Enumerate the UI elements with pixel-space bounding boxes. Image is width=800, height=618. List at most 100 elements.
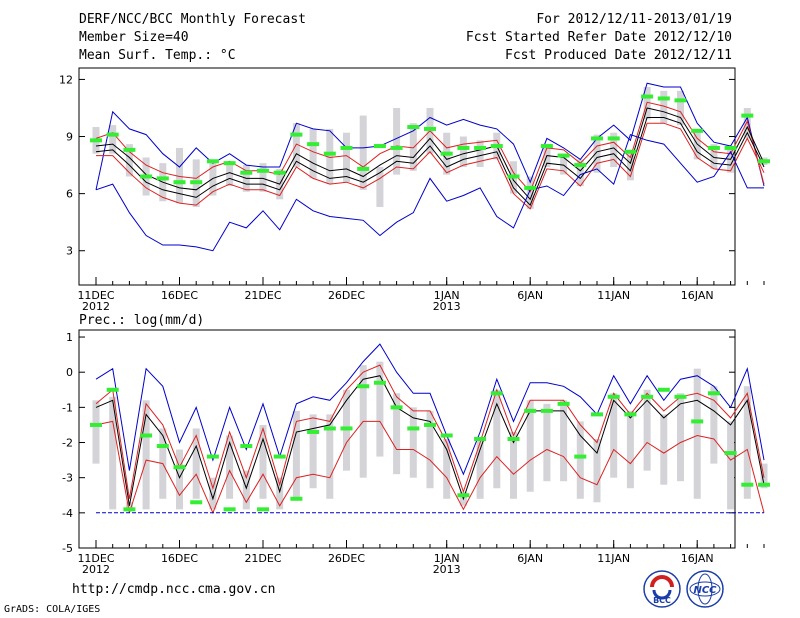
ensemble-box bbox=[242, 470, 250, 510]
observed-marker bbox=[557, 153, 570, 158]
ensemble-box bbox=[693, 368, 701, 499]
series-line-lower bbox=[95, 420, 765, 515]
ensemble-box bbox=[459, 136, 467, 167]
observed-marker bbox=[206, 454, 219, 459]
ensemble-box bbox=[510, 431, 517, 499]
y-tick-label-0: 9 bbox=[66, 131, 73, 144]
ensemble-box bbox=[476, 140, 484, 167]
observed-marker bbox=[641, 394, 654, 399]
observed-marker bbox=[223, 161, 236, 166]
observed-marker bbox=[156, 444, 169, 449]
ensemble-box bbox=[560, 153, 568, 175]
observed-marker bbox=[724, 145, 737, 150]
observed-marker bbox=[240, 444, 253, 449]
observed-marker bbox=[624, 149, 637, 154]
observed-marker bbox=[574, 163, 587, 168]
x-tick-label-0: 21DEC bbox=[244, 289, 281, 302]
y-tick-label-0: 12 bbox=[59, 73, 73, 86]
ensemble-box bbox=[593, 134, 601, 173]
observed-marker bbox=[641, 94, 654, 99]
observed-marker bbox=[607, 136, 620, 141]
ensemble-box bbox=[226, 435, 234, 499]
forecast-started: Fcst Started Refer Date 2012/12/10 bbox=[465, 30, 732, 45]
ensemble-box bbox=[326, 128, 334, 185]
observed-marker bbox=[557, 401, 570, 406]
observed-marker bbox=[357, 384, 370, 389]
observed-marker bbox=[106, 132, 119, 137]
observed-marker bbox=[123, 507, 136, 512]
observed-marker bbox=[424, 126, 436, 131]
ensemble-box bbox=[626, 153, 634, 181]
observed-marker bbox=[407, 125, 420, 130]
observed-marker bbox=[707, 391, 720, 396]
ensemble-box bbox=[593, 439, 601, 503]
observed-marker bbox=[373, 144, 386, 149]
forecast-period: For 2012/12/11-2013/01/19 bbox=[536, 12, 732, 27]
observed-marker bbox=[173, 180, 186, 185]
observed-marker bbox=[340, 145, 353, 150]
observed-marker bbox=[373, 380, 386, 385]
y-tick-label-1: -3 bbox=[62, 472, 73, 485]
ensemble-box bbox=[610, 132, 618, 167]
x-tick-label-0: 11JAN bbox=[597, 289, 630, 302]
website-url: http://cmdp.ncc.cma.gov.cn bbox=[72, 582, 276, 597]
series-line-max bbox=[95, 82, 765, 190]
ensemble-box bbox=[176, 449, 183, 510]
observed-marker bbox=[607, 394, 620, 399]
ensemble-box bbox=[109, 125, 117, 154]
observed-marker bbox=[440, 151, 453, 156]
observed-marker bbox=[340, 426, 353, 431]
ensemble-box bbox=[209, 477, 217, 510]
observed-marker bbox=[724, 451, 737, 456]
top-variable-label: Mean Surf. Temp.: °C bbox=[79, 48, 236, 63]
observed-marker bbox=[206, 159, 219, 164]
grads-credit: GrADS: COLA/IGES bbox=[4, 604, 101, 615]
ensemble-box bbox=[176, 147, 183, 204]
observed-marker bbox=[474, 437, 487, 441]
ensemble-box bbox=[376, 361, 384, 457]
observed-marker bbox=[323, 151, 336, 156]
y-tick-label-0: 3 bbox=[66, 245, 73, 258]
y-tick-label-1: -2 bbox=[62, 437, 73, 450]
ensemble-box bbox=[576, 421, 584, 499]
observed-marker bbox=[307, 429, 320, 434]
series-line-min bbox=[95, 133, 764, 252]
x-tick-label-1: 1JAN bbox=[434, 552, 460, 565]
observed-marker bbox=[307, 142, 320, 147]
x-tick-label-1: 11DEC bbox=[77, 552, 114, 565]
x-tick-label-1: 16JAN bbox=[681, 552, 714, 565]
observed-marker bbox=[691, 128, 704, 133]
observed-marker bbox=[591, 136, 603, 141]
ensemble-box bbox=[393, 393, 401, 475]
x-tick-year-0: 2012 bbox=[82, 300, 110, 313]
ensemble-box bbox=[109, 396, 117, 510]
observed-marker bbox=[624, 412, 637, 417]
observed-marker bbox=[140, 433, 153, 438]
observed-marker bbox=[223, 507, 236, 512]
x-tick-label-0: 1JAN bbox=[434, 289, 460, 302]
observed-marker bbox=[407, 426, 420, 431]
ensemble-box bbox=[443, 439, 451, 499]
observed-marker bbox=[90, 138, 102, 143]
x-tick-year-1: 2012 bbox=[82, 563, 110, 576]
plot-frame-0 bbox=[78, 67, 736, 286]
series-line-max bbox=[95, 343, 765, 476]
ensemble-box bbox=[610, 393, 618, 478]
x-tick-label-0: 16DEC bbox=[161, 289, 198, 302]
bcc-logo: BCC bbox=[643, 570, 681, 608]
x-tick-label-1: 11JAN bbox=[597, 552, 630, 565]
ensemble-box bbox=[359, 115, 367, 190]
series-line-upper bbox=[95, 364, 765, 499]
ensemble-box bbox=[142, 400, 150, 510]
observed-marker bbox=[90, 422, 102, 427]
member-size: Member Size=40 bbox=[79, 30, 189, 45]
ensemble-box bbox=[526, 400, 534, 492]
observed-marker bbox=[490, 391, 503, 396]
ensemble-box bbox=[376, 166, 384, 207]
x-tick-year-0: 2013 bbox=[433, 300, 461, 313]
observed-marker bbox=[524, 408, 537, 413]
plot-frame-1 bbox=[78, 329, 736, 549]
observed-marker bbox=[273, 454, 286, 459]
chart-title: DERF/NCC/BCC Monthly Forecast bbox=[79, 12, 306, 27]
